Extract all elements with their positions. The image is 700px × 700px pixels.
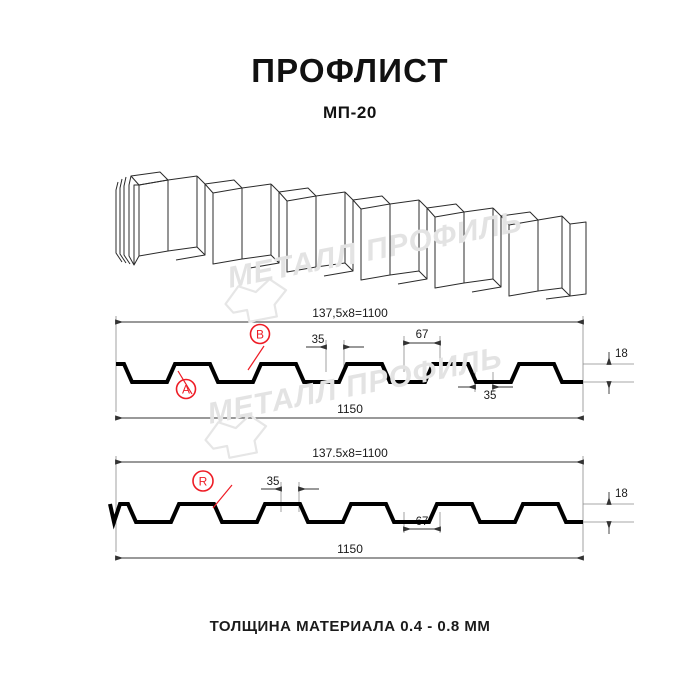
profile1-top-dimension-label: 137,5x8=1100 [312,306,388,320]
profile2-bottom-dimension: 1150 [115,542,584,561]
profile1-dim-35-left-label: 35 [312,334,325,346]
profile-view-r: 137.5x8=1100 35 67 18 R [108,446,634,561]
profile1-bottom-dimension: 1150 [115,402,584,421]
profile1-dim-35-left: 35 [306,334,364,350]
profile2-top-dimension-label: 137.5x8=1100 [312,446,388,460]
profile1-marker-a-label: A [182,383,190,397]
profile1-section-outline [116,362,583,384]
profile-view-ab: 137,5x8=1100 35 67 35 18 [115,306,634,421]
profile2-dim-35: 35 [261,476,319,492]
profile1-marker-a: A [175,370,197,400]
watermark-logo-lower [198,408,276,471]
profile2-section-outline [108,502,583,530]
profile2-top-dimension: 137.5x8=1100 [115,446,584,465]
profile2-dim-18: 18 [606,488,628,534]
profile1-marker-b-label: B [256,328,264,342]
watermark-logo-upper [218,272,296,335]
page-subtitle: МП-20 [323,102,377,122]
profile1-marker-b: B [247,323,271,371]
profile2-marker-r: R [192,470,233,509]
page-header: ПРОФЛИСТ МП-20 [0,52,700,123]
profile2-dim-35-label: 35 [267,476,280,488]
material-thickness-note: ТОЛЩИНА МАТЕРИАЛА 0.4 - 0.8 ММ [209,618,491,635]
profile2-dim-18-label: 18 [615,488,628,500]
page-title: ПРОФЛИСТ [251,52,449,89]
profile1-top-dimension: 137,5x8=1100 [115,306,584,325]
profile2-bottom-dimension-label: 1150 [337,542,363,556]
isometric-profile-view [115,171,587,300]
profile2-marker-r-label: R [199,475,208,489]
profile1-dim-35-right: 35 [458,384,513,402]
iso-corrugation-ribs [130,171,587,300]
profile1-dim-67: 67 [403,329,441,346]
profile1-dim-18-label: 18 [615,348,628,360]
iso-left-edge [115,175,135,266]
profile1-dim-35-right-label: 35 [484,390,497,402]
profile1-dim-67-label: 67 [416,329,429,341]
profile1-bottom-dimension-label: 1150 [337,402,363,416]
profile1-dim-18: 18 [606,348,628,394]
